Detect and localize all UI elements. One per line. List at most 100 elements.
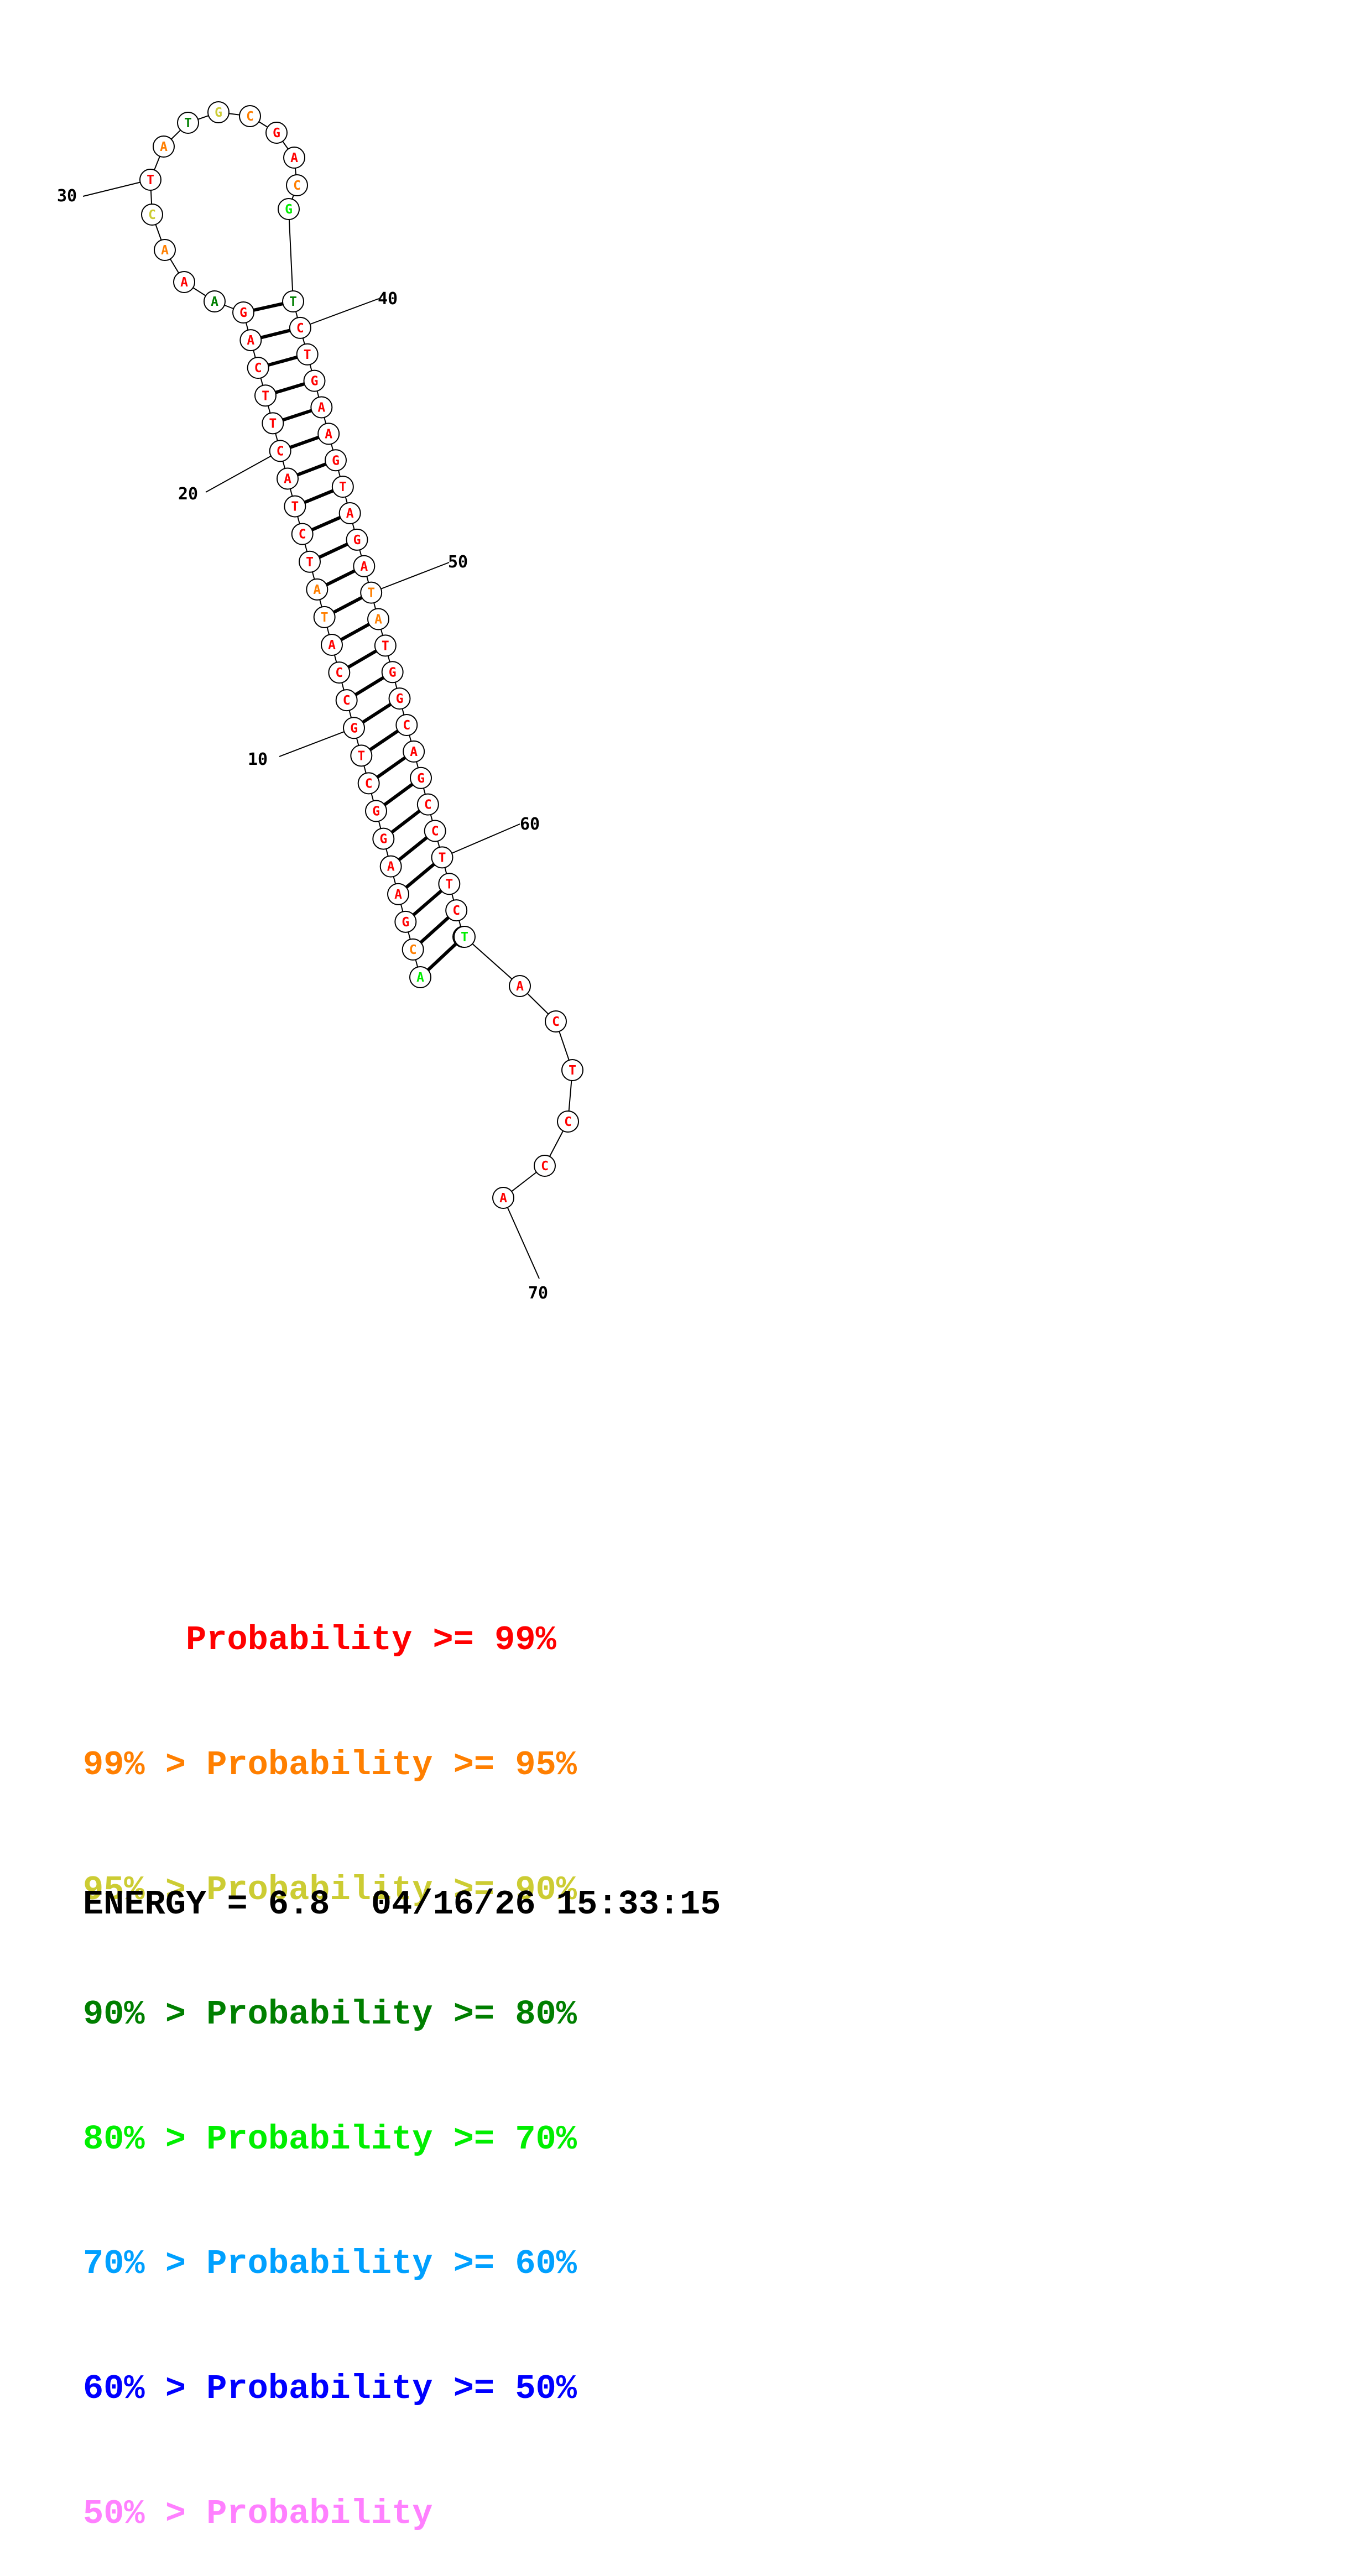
nucleotide-30: T — [139, 169, 161, 191]
position-label-30: 30 — [57, 186, 77, 206]
nucleotide-59: C — [424, 820, 446, 842]
position-tick-30 — [82, 179, 151, 197]
nucleotide-circle — [247, 357, 269, 379]
nucleotide-42: G — [303, 369, 326, 392]
nucleotide-circle — [321, 634, 343, 656]
nucleotide-base: G — [379, 832, 387, 847]
nucleotide-base: G — [239, 306, 247, 320]
base-pair-bond — [405, 863, 435, 889]
base-pair-bond — [347, 649, 377, 669]
nucleotide-circle — [291, 523, 314, 545]
nucleotide-35: G — [265, 122, 288, 144]
position-tick-70 — [503, 1197, 540, 1279]
nucleotide-base: C — [541, 1159, 549, 1174]
nucleotide-32: T — [177, 112, 199, 134]
nucleotide-base: G — [215, 106, 222, 120]
nucleotide-1: A — [409, 966, 431, 988]
nucleotide-33: G — [207, 101, 230, 123]
nucleotide-base: A — [328, 638, 336, 653]
nucleotide-31: A — [153, 135, 175, 158]
nucleotide-base: G — [353, 533, 361, 547]
nucleotide-base: G — [273, 126, 280, 140]
backbone-link — [288, 208, 294, 302]
nucleotide-66: C — [545, 1010, 567, 1033]
base-pair-bond — [390, 809, 421, 834]
nucleotide-base: A — [410, 745, 418, 759]
nucleotide-base: A — [247, 333, 254, 348]
nucleotide-base: T — [306, 555, 314, 570]
nucleotide-circle — [360, 581, 383, 604]
nucleotide-circle — [374, 634, 397, 657]
nucleotide-64: T — [453, 926, 476, 948]
nucleotide-46: T — [331, 476, 354, 498]
nucleotide-15: A — [306, 578, 329, 601]
nucleotide-circle — [154, 239, 176, 261]
position-label-70: 70 — [528, 1284, 548, 1303]
nucleotide-circle — [289, 316, 311, 339]
nucleotide-20: C — [269, 440, 291, 462]
base-pair-bond — [383, 783, 414, 806]
nucleotide-39: T — [282, 290, 304, 312]
nucleotide-base: A — [313, 583, 321, 597]
nucleotide-48: G — [346, 528, 368, 551]
legend-entry-p90: 95% > Probability >= 90% — [83, 1870, 577, 1910]
nucleotide-36: A — [283, 147, 305, 169]
nucleotide-base: T — [321, 611, 329, 625]
nucleotide-base: A — [360, 560, 368, 574]
legend-entry-p70: 80% > Probability >= 70% — [83, 2119, 577, 2159]
legend-entry-p50: 60% > Probability >= 50% — [83, 2369, 577, 2408]
nucleotide-12: C — [328, 661, 351, 684]
nucleotide-base: C — [564, 1115, 572, 1129]
nucleotide-68: C — [557, 1110, 579, 1133]
nucleotide-base: T — [289, 295, 297, 309]
base-pair-bond — [326, 569, 356, 587]
nucleotide-circle — [207, 101, 230, 123]
nucleotide-4: A — [387, 883, 409, 905]
nucleotide-circle — [388, 687, 411, 710]
nucleotide-circle — [365, 800, 387, 822]
nucleotide-22: T — [254, 384, 277, 407]
nucleotide-circle — [410, 766, 432, 789]
position-tick-10 — [279, 727, 355, 757]
nucleotide-circle — [395, 714, 418, 736]
nucleotide-circle — [269, 440, 291, 462]
nucleotide-base: C — [277, 444, 284, 458]
position-label-40: 40 — [378, 289, 398, 309]
nucleotide-circle — [141, 204, 163, 226]
nucleotide-base: T — [461, 930, 468, 945]
nucleotide-base: T — [304, 348, 311, 362]
nucleotide-19: A — [277, 467, 299, 490]
nucleotide-base: A — [317, 401, 325, 415]
nucleotide-circle — [379, 855, 402, 878]
nucleotide-base: G — [396, 692, 404, 706]
nucleotide-58: C — [416, 793, 439, 816]
nucleotide-52: T — [374, 634, 397, 657]
nucleotide-43: A — [310, 396, 333, 419]
nucleotide-21: T — [262, 412, 284, 435]
nucleotide-base: C — [452, 904, 460, 918]
nucleotide-circle — [303, 369, 326, 392]
nucleotide-circle — [283, 147, 305, 169]
nucleotide-49: A — [353, 555, 376, 577]
nucleotide-50: T — [360, 581, 383, 604]
nucleotide-circle — [557, 1110, 579, 1133]
nucleotide-11: C — [335, 689, 358, 712]
nucleotide-47: A — [338, 502, 361, 524]
nucleotide-base: A — [211, 295, 218, 309]
base-pair-bond — [362, 702, 392, 724]
nucleotide-circle — [282, 290, 304, 312]
position-tick-20 — [205, 450, 281, 493]
nucleotide-41: T — [296, 343, 319, 366]
nucleotide-6: G — [372, 827, 395, 850]
nucleotide-base: A — [346, 507, 354, 521]
nucleotide-38: G — [278, 198, 300, 220]
base-pair-bond — [282, 409, 312, 422]
nucleotide-45: G — [325, 449, 347, 472]
nucleotide-circle — [438, 873, 461, 895]
nucleotide-circle — [139, 169, 161, 191]
base-pair-bond — [376, 756, 406, 779]
nucleotide-base: T — [147, 173, 154, 187]
nucleotide-circle — [338, 502, 361, 524]
